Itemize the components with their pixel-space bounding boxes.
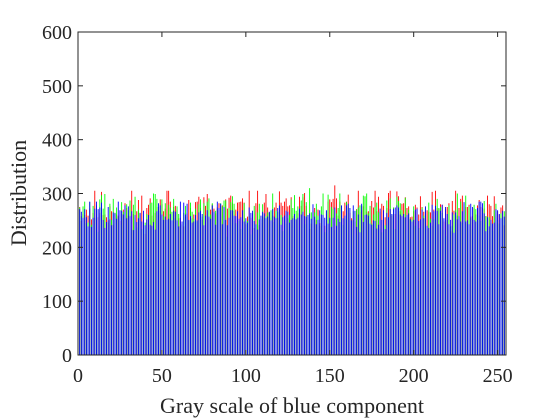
plot-background [78, 32, 506, 355]
y-tick-label: 300 [42, 184, 72, 206]
y-tick-label: 600 [42, 22, 72, 44]
y-tick-label: 100 [42, 291, 72, 313]
y-axis-label: Distribution [6, 140, 31, 246]
y-tick-label: 200 [42, 237, 72, 259]
y-tick-label: 400 [42, 130, 72, 152]
y-tick-label: 0 [62, 345, 72, 367]
y-tick-label: 500 [42, 76, 72, 98]
x-axis-label: Gray scale of blue component [160, 393, 424, 418]
x-tick-label: 50 [152, 365, 172, 387]
x-tick-label: 200 [399, 365, 429, 387]
x-tick-label: 0 [73, 365, 83, 387]
x-tick-label: 250 [483, 365, 513, 387]
x-tick-label: 150 [315, 365, 345, 387]
series-blue [77, 201, 507, 355]
x-axis: 0 50 100 150 200 250 [73, 32, 513, 387]
y-axis: 0 100 200 300 400 500 600 [42, 22, 506, 367]
histogram-bars [77, 185, 507, 355]
x-tick-label: 100 [231, 365, 261, 387]
